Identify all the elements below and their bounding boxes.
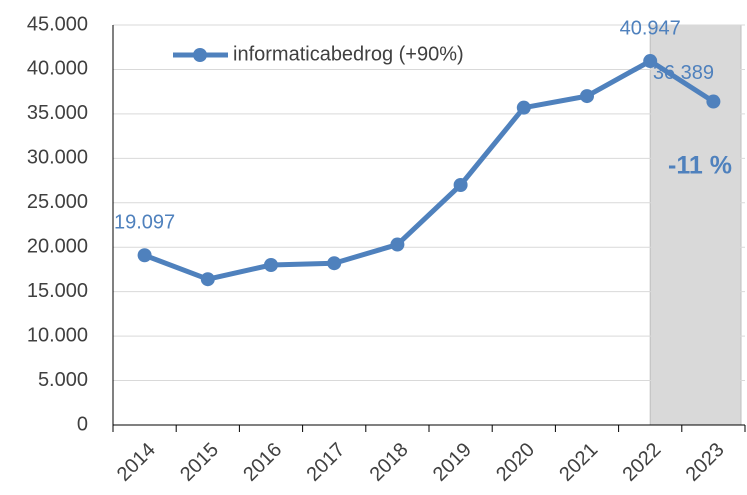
data-point	[137, 248, 152, 263]
data-point	[643, 54, 658, 69]
y-tick-label: 25.000	[27, 191, 88, 213]
y-tick-label: 45.000	[27, 13, 88, 35]
y-tick-label: 5.000	[38, 369, 88, 391]
x-tick-label: 2018	[366, 439, 413, 486]
data-label: 40.947	[620, 17, 681, 39]
data-label: 36.389	[653, 62, 714, 84]
data-point	[706, 94, 721, 109]
highlight-band	[649, 24, 742, 426]
y-tick-label: 40.000	[27, 58, 88, 80]
legend-label: informaticabedrog (+90%)	[233, 43, 464, 65]
y-tick-label: 35.000	[27, 102, 88, 124]
data-point	[264, 258, 278, 272]
data-point	[453, 178, 468, 192]
series-line	[143, 58, 715, 282]
data-point	[390, 237, 405, 252]
y-tick-label: 30.000	[27, 147, 88, 169]
data-label: 19.097	[114, 212, 175, 234]
x-tick-label: 2020	[492, 439, 539, 486]
y-tick-label: 15.000	[27, 280, 88, 302]
data-point	[200, 272, 215, 287]
y-tick-label: 20.000	[27, 236, 88, 258]
x-tick-label: 2015	[176, 439, 223, 486]
annotation: -11 %	[668, 152, 732, 180]
data-point	[516, 100, 531, 115]
x-tick-label: 2022	[618, 439, 665, 486]
data-point	[327, 256, 342, 271]
x-tick-label: 2017	[302, 439, 349, 486]
x-tick-label: 2016	[239, 439, 286, 486]
x-tick-label: 2021	[555, 439, 602, 486]
x-tick-label: 2014	[113, 439, 160, 486]
legend-marker	[193, 48, 207, 62]
x-tick-label: 2019	[429, 439, 476, 486]
data-point	[580, 89, 594, 104]
y-tick-label: 0	[77, 413, 88, 435]
y-tick-label: 10.000	[27, 324, 88, 346]
x-tick-label: 2023	[682, 439, 729, 486]
